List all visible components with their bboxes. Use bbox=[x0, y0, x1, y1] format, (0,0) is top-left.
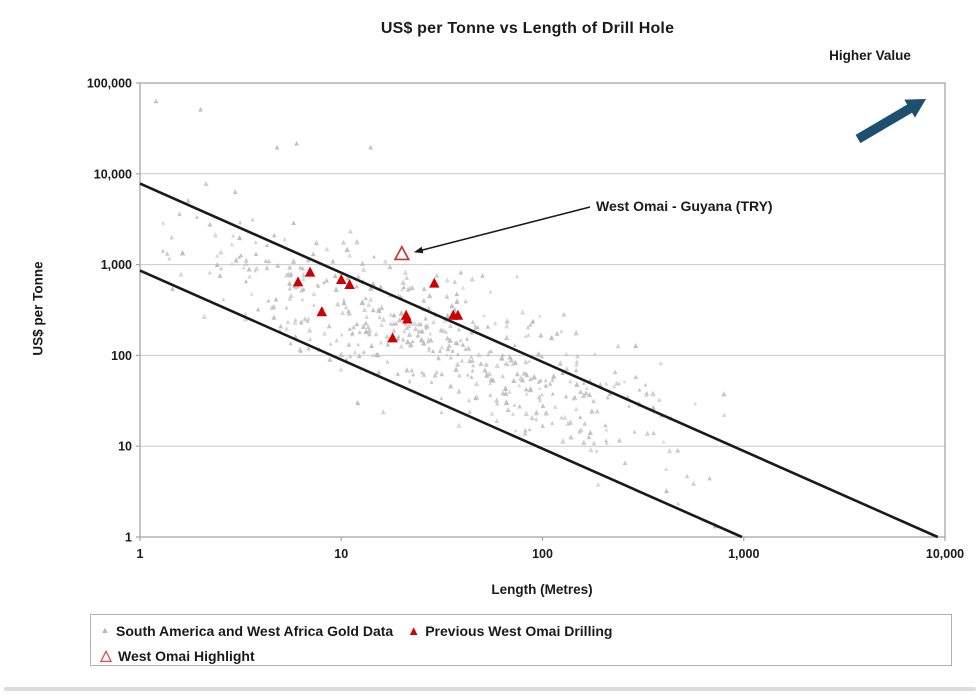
bottom-divider bbox=[4, 687, 976, 691]
higher-value-arrow bbox=[855, 99, 926, 144]
higher-value-label: Higher Value bbox=[829, 48, 911, 63]
y-axis-title: US$ per Tonne bbox=[30, 261, 46, 356]
axis-ticks-and-labels: 1 10 100 1,000 10,000 100,000 1 10 100 1,000 10,00… bbox=[87, 77, 964, 562]
lower-bound-line bbox=[139, 269, 743, 539]
annotation-label: West Omai - Guyana (TRY) bbox=[596, 198, 773, 214]
gold-data-points bbox=[153, 98, 727, 529]
y-tick-label: 10,000 bbox=[94, 167, 132, 181]
y-tick-label: 1 bbox=[125, 531, 132, 545]
red-triangle-icon: ▲ bbox=[407, 623, 421, 638]
legend-item-gold-data: ▲ South America and West Africa Gold Dat… bbox=[99, 619, 394, 642]
y-tick-label: 100 bbox=[111, 349, 132, 363]
chart-title: US$ per Tonne vs Length of Drill Hole bbox=[380, 20, 675, 37]
legend-item-label: West Omai Highlight bbox=[118, 647, 255, 664]
previous-drilling-points bbox=[292, 266, 464, 343]
west-omai-highlight-point bbox=[393, 244, 411, 261]
plot-border bbox=[139, 82, 946, 538]
x-tick-label: 10 bbox=[334, 547, 348, 561]
y-tick-label: 10 bbox=[118, 440, 132, 454]
y-tick-label: 1,000 bbox=[101, 258, 132, 272]
y-tick-label: 100,000 bbox=[87, 77, 132, 91]
x-tick-label: 10,000 bbox=[926, 547, 964, 561]
legend-item-label: South America and West Africa Gold Data bbox=[116, 622, 394, 639]
plot-gridlines bbox=[140, 173, 945, 447]
upper-bound-line bbox=[139, 182, 939, 539]
gray-triangle-icon: ▲ bbox=[100, 625, 110, 635]
x-tick-label: 100 bbox=[532, 547, 553, 561]
x-tick-label: 1 bbox=[137, 547, 144, 561]
x-axis-title: Length (Metres) bbox=[491, 582, 593, 597]
open-triangle-icon: △ bbox=[100, 647, 112, 664]
annotation-arrow bbox=[413, 206, 591, 254]
legend-item-label: Previous West Omai Drilling bbox=[425, 622, 613, 639]
legend-item-previous-drilling: ▲ Previous West Omai Drilling bbox=[407, 619, 612, 642]
x-tick-label: 1,000 bbox=[728, 547, 759, 561]
legend: ▲ South America and West Africa Gold Dat… bbox=[90, 614, 952, 666]
legend-item-highlight: △ West Omai Highlight bbox=[99, 644, 943, 667]
trend-lines bbox=[139, 182, 939, 539]
